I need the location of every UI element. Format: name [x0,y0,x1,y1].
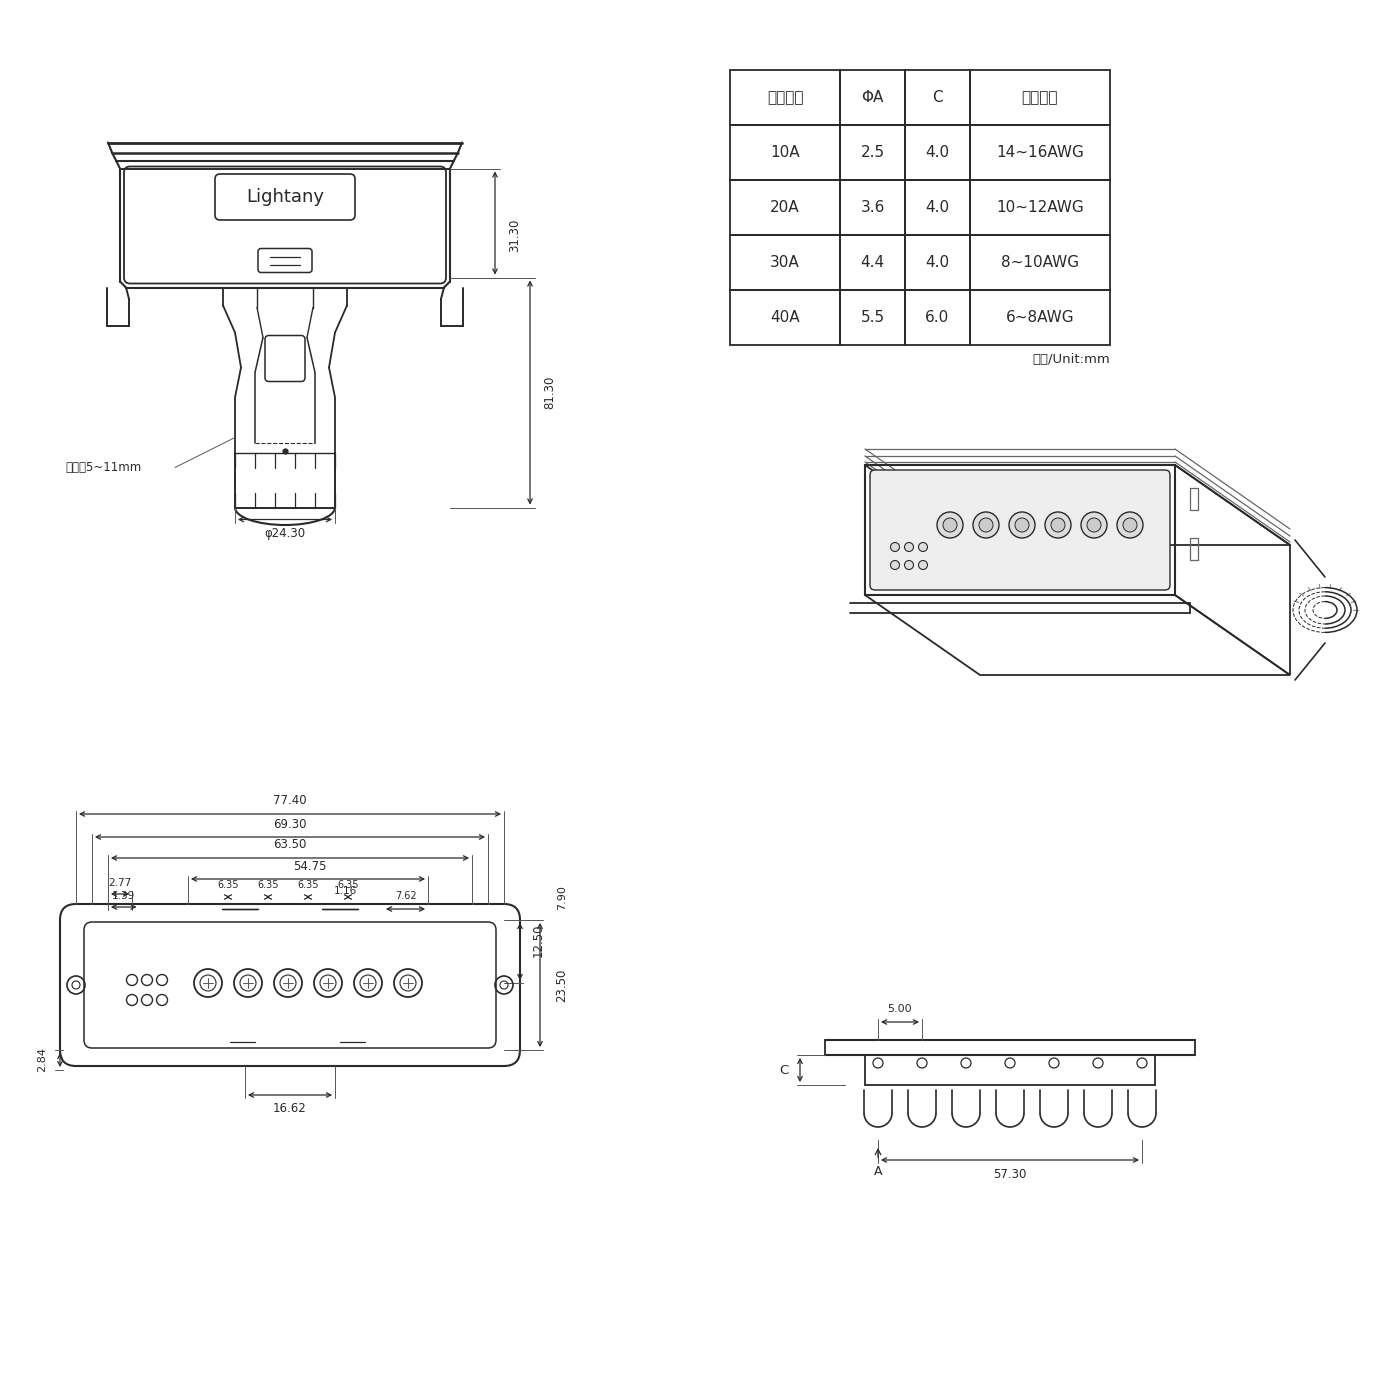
Bar [970,70,1110,125]
Text: 63.50: 63.50 [273,839,307,851]
Text: 54.75: 54.75 [293,860,326,872]
Text: 4.4: 4.4 [861,255,885,270]
Bar [970,125,1110,181]
Text: 69.30: 69.30 [273,818,307,830]
Text: Lightany: Lightany [246,188,323,206]
Bar [729,181,840,235]
Text: 7.90: 7.90 [557,885,567,910]
Text: 10~12AWG: 10~12AWG [997,200,1084,216]
Circle shape [904,560,913,570]
Text: 31.30: 31.30 [508,218,521,252]
Text: 单位/Unit:mm: 单位/Unit:mm [1032,353,1110,365]
Text: 出线呱5~11mm: 出线呱5~11mm [64,461,141,475]
Text: 30A: 30A [770,255,799,270]
Text: 8~10AWG: 8~10AWG [1001,255,1079,270]
Text: 6.35: 6.35 [297,881,319,890]
Bar [729,70,840,125]
Text: 40A: 40A [770,309,799,325]
Circle shape [1123,518,1137,532]
Text: 20A: 20A [770,200,799,216]
Bar [904,235,970,290]
Bar [904,70,970,125]
Bar [840,181,904,235]
Bar [970,181,1110,235]
Text: 3.6: 3.6 [861,200,885,216]
Circle shape [904,542,913,552]
Bar [840,70,904,125]
Bar [729,290,840,344]
Text: 77.40: 77.40 [273,795,307,808]
Text: 线材规格: 线材规格 [1022,90,1058,105]
Bar [904,125,970,181]
Text: 81.30: 81.30 [543,375,557,409]
Bar [840,290,904,344]
Text: 4.0: 4.0 [925,255,949,270]
Text: 4.0: 4.0 [925,146,949,160]
Circle shape [918,542,927,552]
Text: 57.30: 57.30 [994,1168,1026,1180]
Text: 2.77: 2.77 [108,878,132,888]
Bar [840,125,904,181]
Circle shape [890,542,899,552]
Circle shape [1015,518,1029,532]
Text: 4.0: 4.0 [925,200,949,216]
Text: 5.5: 5.5 [861,309,885,325]
Text: ΦA: ΦA [861,90,883,105]
Text: 16.62: 16.62 [273,1103,307,1116]
Circle shape [1086,518,1100,532]
Text: 6~8AWG: 6~8AWG [1005,309,1074,325]
Text: 6.35: 6.35 [337,881,358,890]
Text: 1.16: 1.16 [333,886,357,896]
Circle shape [1009,512,1035,538]
Circle shape [937,512,963,538]
Bar [729,125,840,181]
Text: 6.0: 6.0 [925,309,949,325]
Circle shape [1117,512,1142,538]
Circle shape [973,512,1000,538]
Text: φ24.30: φ24.30 [265,526,305,540]
Bar [970,235,1110,290]
Bar [970,290,1110,344]
Circle shape [979,518,993,532]
Text: 14~16AWG: 14~16AWG [995,146,1084,160]
Text: 1.39: 1.39 [112,890,136,902]
Text: 5.00: 5.00 [888,1004,913,1014]
Circle shape [1051,518,1065,532]
Text: 23.50: 23.50 [556,969,568,1001]
Bar [729,235,840,290]
Bar [840,235,904,290]
Circle shape [1044,512,1071,538]
Bar [904,181,970,235]
Bar [904,290,970,344]
FancyBboxPatch shape [869,470,1170,589]
Text: 6.35: 6.35 [258,881,279,890]
Text: 6.35: 6.35 [217,881,239,890]
Text: 2.84: 2.84 [36,1047,48,1072]
Text: 额定电流: 额定电流 [767,90,804,105]
Text: 7.62: 7.62 [395,890,416,902]
Text: 12.50: 12.50 [532,924,545,958]
Circle shape [944,518,958,532]
Text: 2.5: 2.5 [861,146,885,160]
Circle shape [890,560,899,570]
Circle shape [918,560,927,570]
Text: C: C [780,1064,788,1077]
Circle shape [1081,512,1107,538]
Text: 10A: 10A [770,146,799,160]
Text: A: A [874,1165,882,1177]
Text: C: C [932,90,942,105]
